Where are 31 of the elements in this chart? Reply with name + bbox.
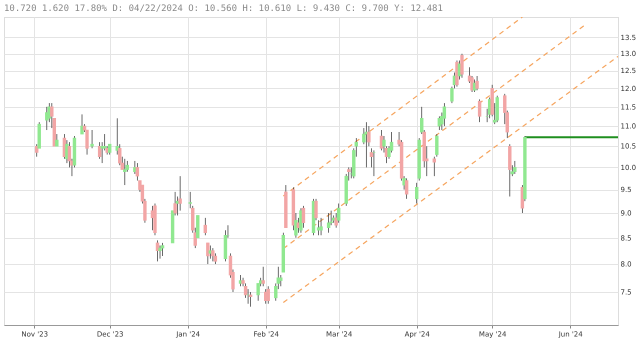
candlestick (188, 191, 192, 209)
candlestick (336, 203, 340, 224)
candlestick (196, 215, 200, 238)
candlestick (432, 156, 436, 177)
candlestick (380, 130, 384, 151)
candlestick (347, 166, 350, 181)
candlestick (372, 150, 376, 177)
candlestick (302, 205, 306, 228)
candlestick (178, 176, 182, 212)
candlestick (414, 182, 418, 204)
text: 10.720 1.620 17.80% D: 04/22/2024 O: 10.560 H: 10.610 L: 9.430 C: 9.700 Y: 12.481 (4, 4, 443, 14)
candlestick (404, 178, 408, 200)
candlestick (326, 212, 330, 234)
candlestick (442, 102, 446, 126)
candlestick (90, 130, 94, 149)
candlestick (248, 292, 252, 308)
candlestick (204, 217, 208, 236)
candlestick (279, 274, 283, 287)
candlestick (98, 142, 102, 160)
candlestick (35, 144, 38, 158)
candlestick (173, 191, 177, 216)
candlestick (496, 95, 499, 123)
candlestick (513, 160, 517, 174)
candlestick (435, 134, 439, 158)
candlestick (266, 286, 270, 304)
candlestick (508, 144, 512, 197)
candlestick (55, 134, 59, 147)
candlestick (478, 98, 482, 123)
candlestick (319, 217, 323, 236)
candlestick (160, 242, 164, 256)
candlestick (123, 158, 126, 186)
